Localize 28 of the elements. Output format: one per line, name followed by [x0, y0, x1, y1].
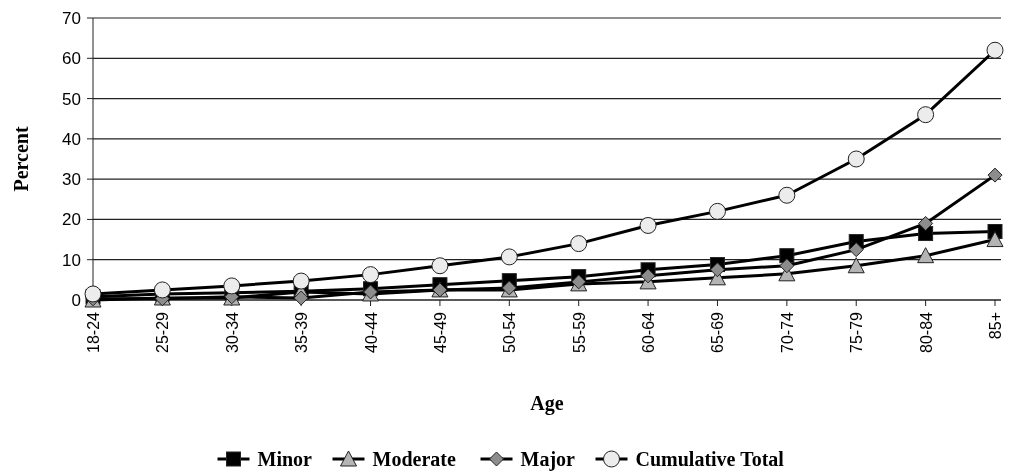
x-tick-label: 25-29 — [154, 311, 172, 353]
y-tick-label: 70 — [62, 8, 81, 28]
x-tick-label: 75-79 — [848, 311, 866, 353]
x-tick-label: 35-39 — [293, 311, 311, 353]
y-tick-label: 0 — [71, 290, 81, 310]
x-axis-title: Age — [530, 392, 564, 415]
x-tick-label: 65-69 — [709, 311, 727, 353]
y-axis-title: Percent — [10, 126, 32, 192]
x-tick-label: 85+ — [987, 312, 1004, 340]
x-tick-label: 60-64 — [640, 311, 658, 353]
x-tick-label: 45-49 — [431, 311, 449, 353]
x-tick-label: 70-74 — [778, 311, 796, 353]
legend-label: Minor — [257, 448, 313, 470]
legend-label: Moderate — [372, 448, 456, 470]
x-tick-label: 30-34 — [223, 311, 241, 353]
x-tick-label: 18-24 — [85, 311, 102, 353]
legend-label: Cumulative Total — [635, 448, 785, 470]
y-tick-label: 50 — [62, 89, 81, 109]
y-tick-label: 60 — [62, 49, 81, 69]
x-tick-label: 50-54 — [501, 311, 519, 353]
x-tick-label: 55-59 — [570, 311, 588, 353]
x-tick-label: 80-84 — [917, 311, 935, 353]
y-tick-label: 30 — [62, 170, 81, 190]
x-tick-label: 40-44 — [362, 311, 380, 353]
y-tick-label: 20 — [62, 210, 81, 230]
legend-label: Major — [520, 448, 576, 471]
y-tick-label: 10 — [62, 250, 81, 270]
y-tick-label: 40 — [62, 129, 81, 149]
